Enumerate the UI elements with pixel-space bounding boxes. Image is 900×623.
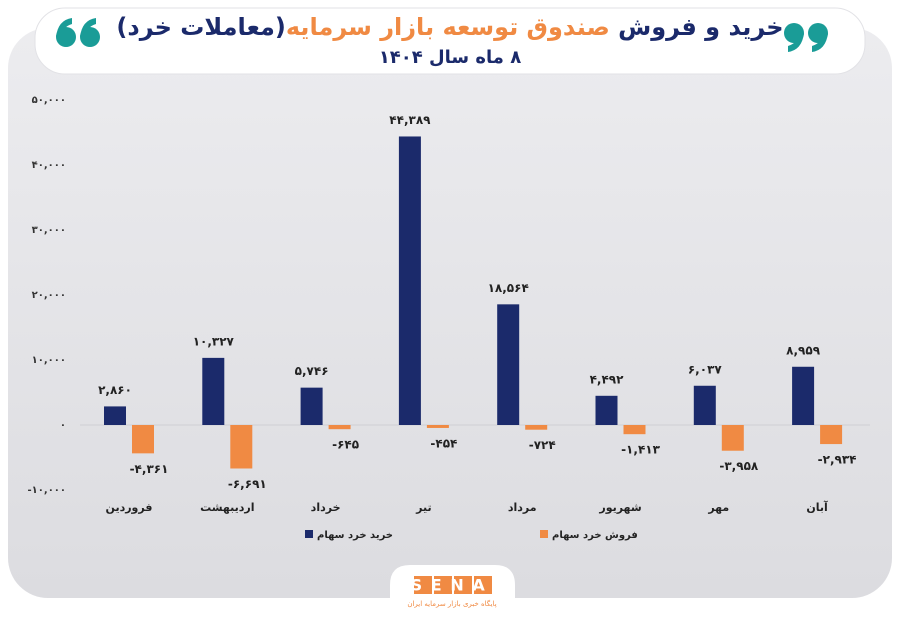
logo-box bbox=[414, 576, 432, 594]
value-label: ۴,۴۹۲ bbox=[590, 372, 625, 386]
logo-text: SENA bbox=[411, 576, 494, 595]
quote-left bbox=[56, 18, 100, 47]
bar bbox=[398, 136, 421, 425]
y-tick-label: ۰ bbox=[60, 420, 66, 431]
bar bbox=[300, 387, 323, 425]
value-label: -۴۵۴ bbox=[430, 436, 457, 450]
value-label: -۳,۹۵۸ bbox=[719, 459, 759, 473]
value-label: ۱۸,۵۶۴ bbox=[488, 281, 529, 295]
x-tick-label: اردیبهشت bbox=[200, 501, 254, 514]
bar bbox=[132, 425, 154, 454]
value-label: -۶۴۵ bbox=[332, 438, 359, 452]
x-tick-label: فروردین bbox=[106, 501, 153, 514]
bar bbox=[426, 425, 449, 428]
value-label: ۸,۹۵۹ bbox=[786, 343, 821, 357]
title-highlight: صندوق توسعه بازار سرمایه bbox=[286, 13, 610, 41]
title-banner bbox=[34, 7, 866, 75]
x-tick-label: آبان bbox=[806, 500, 828, 514]
bar bbox=[230, 425, 253, 469]
value-label: ۲,۸۶۰ bbox=[98, 383, 132, 397]
logo-box bbox=[474, 576, 492, 594]
y-tick-label: ۳۰,۰۰۰ bbox=[32, 225, 66, 236]
x-tick-label: مرداد bbox=[508, 501, 537, 514]
x-tick-label: شهریور bbox=[598, 501, 641, 514]
value-label: -۷۲۴ bbox=[529, 438, 556, 452]
quote-right bbox=[784, 23, 828, 52]
value-label: ۴۴,۳۸۹ bbox=[389, 113, 431, 127]
bar bbox=[693, 385, 716, 425]
legend-label: خرید خرد سهام bbox=[317, 530, 393, 541]
chart-title: خرید و فروش صندوق توسعه بازار سرمایه(معا… bbox=[116, 13, 783, 41]
value-label: -۴,۳۶۱ bbox=[130, 462, 169, 476]
bar bbox=[595, 395, 618, 425]
x-tick-label: تیر bbox=[415, 501, 431, 514]
bar bbox=[104, 406, 126, 425]
legend-label: فروش خرد سهام bbox=[552, 530, 638, 541]
logo: SENA bbox=[411, 576, 494, 595]
bar bbox=[525, 425, 548, 430]
bar bbox=[497, 304, 520, 425]
bar bbox=[202, 357, 225, 425]
bar bbox=[328, 425, 351, 430]
y-tick-label: ۲۰,۰۰۰ bbox=[32, 290, 66, 301]
value-label: ۶,۰۳۷ bbox=[688, 362, 723, 376]
chart-subtitle: ۸ ماه سال ۱۴۰۴ bbox=[379, 47, 521, 68]
logo-box bbox=[454, 576, 472, 594]
panel bbox=[8, 28, 892, 598]
bar bbox=[623, 425, 646, 435]
value-label: -۲,۹۳۴ bbox=[818, 453, 857, 467]
y-tick-label: -۱۰,۰۰۰ bbox=[28, 485, 66, 496]
x-tick-label: مهر bbox=[707, 501, 729, 514]
bar bbox=[792, 366, 815, 425]
y-tick-label: ۵۰,۰۰۰ bbox=[32, 95, 66, 106]
logo-box bbox=[434, 576, 452, 594]
value-label: ۵,۷۴۶ bbox=[295, 364, 329, 378]
value-label: -۱,۴۱۳ bbox=[621, 443, 661, 457]
x-tick-label: خرداد bbox=[311, 501, 341, 514]
y-tick-label: ۱۰,۰۰۰ bbox=[32, 355, 66, 366]
bar bbox=[820, 425, 843, 445]
value-label: -۶,۶۹۱ bbox=[228, 477, 267, 491]
title-part: خرید و فروش bbox=[618, 13, 783, 41]
y-tick-label: ۴۰,۰۰۰ bbox=[32, 160, 66, 171]
logo-caption: پایگاه خبری بازار سرمایه ایران bbox=[407, 599, 496, 608]
bar bbox=[721, 425, 744, 451]
legend-swatch bbox=[305, 530, 313, 538]
value-label: ۱۰,۳۲۷ bbox=[193, 334, 235, 348]
legend-swatch bbox=[540, 530, 548, 538]
title-part: (معاملات خرد) bbox=[116, 13, 285, 41]
